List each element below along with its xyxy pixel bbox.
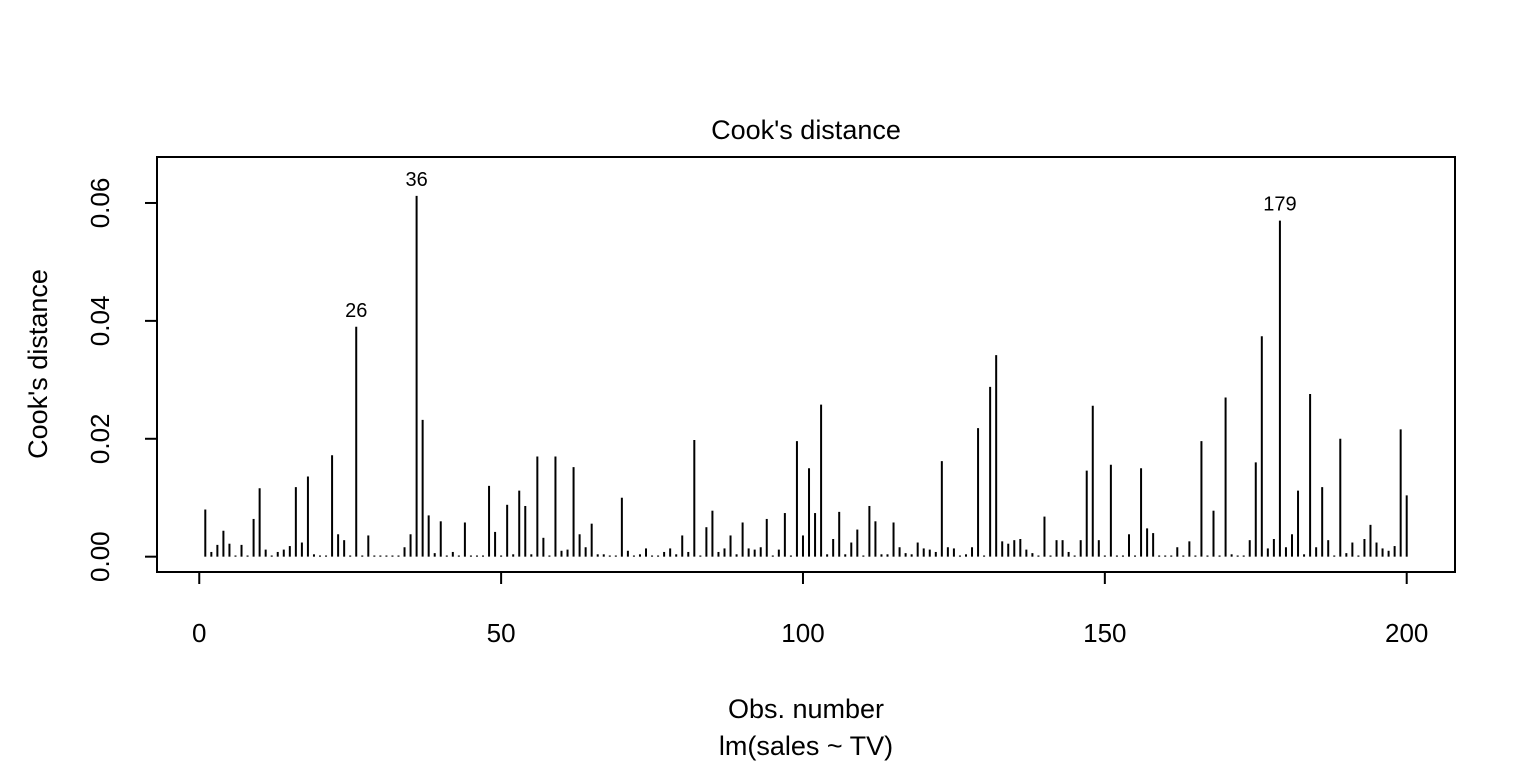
y-axis-title: Cook's distance [23, 269, 53, 459]
y-tick-label-1: 0.02 [85, 413, 115, 464]
point-label-26: 26 [345, 300, 367, 322]
y-tick-label-3: 0.06 [85, 178, 115, 229]
point-label-179: 179 [1263, 194, 1296, 216]
point-label-36: 36 [405, 169, 427, 191]
x-axis-subtitle: lm(sales ~ TV) [719, 731, 893, 761]
x-tick-label-0: 0 [192, 618, 206, 648]
x-axis-title: Obs. number [728, 694, 884, 724]
x-tick-label-50: 50 [487, 618, 516, 648]
y-tick-label-0: 0.00 [85, 531, 115, 582]
bar-series [204, 195, 1408, 557]
x-tick-label-200: 200 [1385, 618, 1428, 648]
y-tick-label-2: 0.04 [85, 296, 115, 347]
chart-title: Cook's distance [711, 115, 901, 145]
x-tick-label-100: 100 [781, 618, 824, 648]
x-tick-label-150: 150 [1083, 618, 1126, 648]
x-axis: 0 50 100 150 200 [192, 571, 1428, 648]
plot-frame [156, 156, 1456, 573]
y-axis: 0.00 0.02 0.04 0.06 [85, 178, 158, 582]
point-labels: 26 36 179 [345, 169, 1297, 322]
